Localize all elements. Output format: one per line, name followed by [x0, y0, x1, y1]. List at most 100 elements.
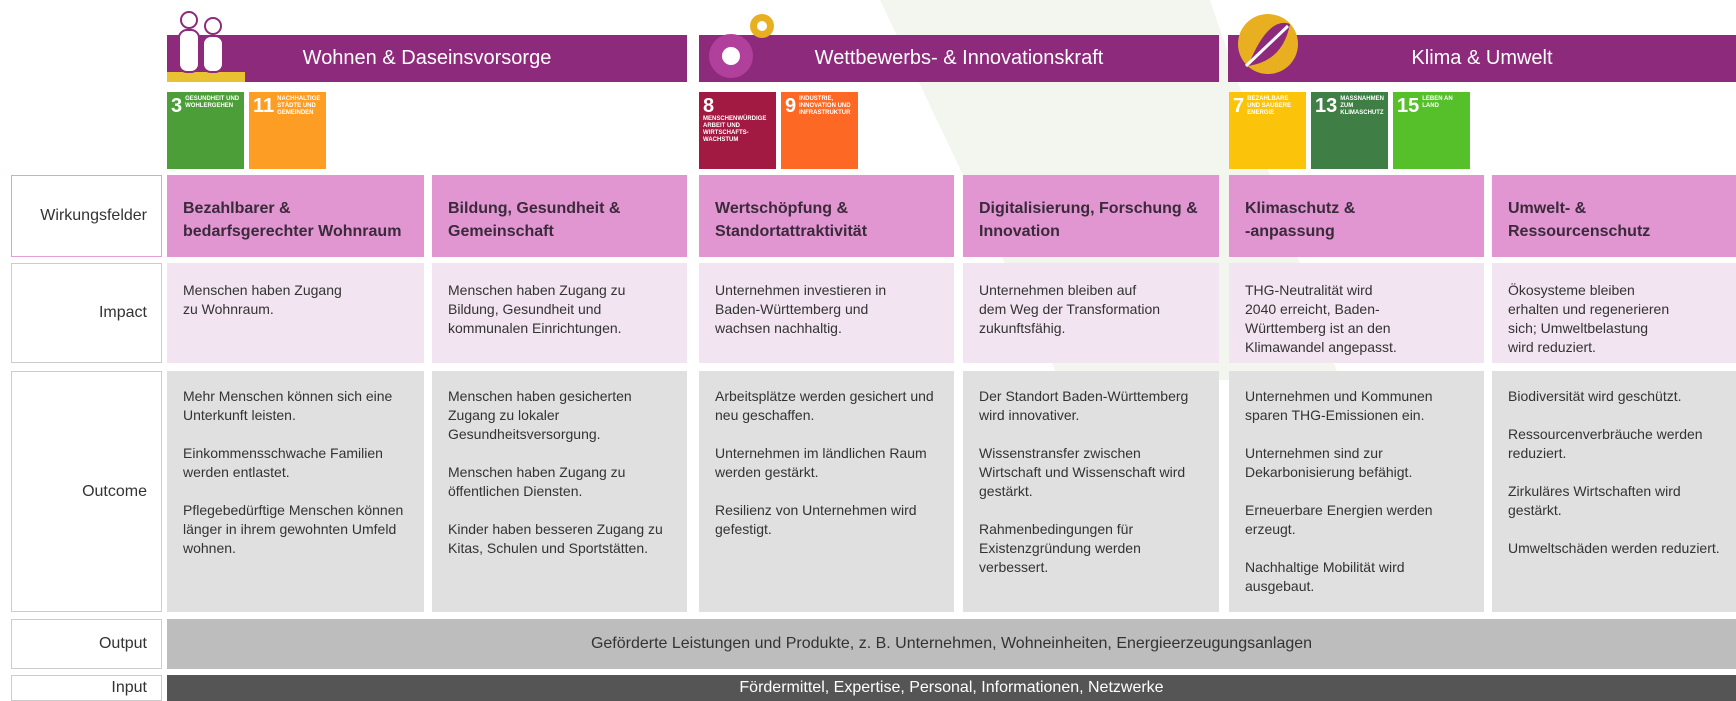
title-line: bedarfsgerechter Wohnraum — [183, 223, 402, 240]
sdg-number: 11 — [253, 95, 275, 117]
sdg-label: BEZAHLBARE UND SAUBERE ENERGIE — [1247, 96, 1292, 116]
outcome-cell: Arbeitsplätze werden gesichert und neu g… — [699, 371, 954, 612]
impact-line: erhalten und regenerieren — [1508, 301, 1670, 317]
row-label: Wirkungsfelder — [11, 175, 162, 257]
impact-line: Klimawandel angepasst. — [1245, 339, 1397, 355]
impact-line: 2040 erreicht, Baden- — [1245, 301, 1380, 317]
sdg-tile: 3 GESUNDHEIT UND WOHLERGEHEN — [167, 92, 244, 169]
impact-cell: THG-Neutralität wird 2040 erreicht, Baden… — [1229, 263, 1484, 363]
impact-line: zu Wohnraum. — [183, 301, 274, 317]
outcome-text: Menschen haben Zugang zu öffentlichen Di… — [448, 464, 626, 499]
outcome-cell: Biodiversität wird geschützt. Ressourcenv… — [1492, 371, 1736, 612]
outcome-text: Zirkuläres Wirtschaften wird gestärkt. — [1508, 483, 1681, 518]
impact-line: Unternehmen investieren in — [715, 282, 887, 298]
sdg-tile: 8 MENSCHENWÜRDIGE ARBEIT UND WIRTSCHAFTS-… — [699, 92, 776, 169]
field-title: Wertschöpfung & Standortattraktivität — [699, 175, 954, 257]
row-label: Outcome — [11, 371, 162, 612]
field-title: Umwelt- & Ressourcenschutz — [1492, 175, 1736, 257]
title-line: Ressourcenschutz — [1508, 223, 1651, 240]
input-bar: Fördermittel, Expertise, Personal, Infor… — [167, 675, 1736, 701]
outcome-text: Unternehmen und Kommunen sparen THG-Emis… — [1245, 388, 1433, 423]
sdg-tile: 13 MASSNAHMEN ZUM KLIMASCHUTZ — [1311, 92, 1388, 169]
title-line: Digitalisierung, Forschung & — [979, 200, 1198, 217]
group-icon — [709, 14, 774, 78]
sdg-label: LEBEN AN LAND — [1422, 96, 1453, 109]
group-header: Wettbewerbs- & Innovationskraft — [699, 35, 1219, 82]
impact-line: Menschen haben Zugang — [183, 282, 342, 298]
outcome-text: Ressourcenverbräuche werden reduziert. — [1508, 426, 1703, 461]
sdg-tile: 11 NACHHALTIGE STÄDTE UND GEMEINDEN — [249, 92, 326, 169]
sdg-number: 15 — [1397, 95, 1420, 117]
field-title: Bezahlbarer & bedarfsgerechter Wohnraum — [167, 175, 424, 257]
title-line: Gemeinschaft — [448, 223, 554, 240]
outcome-cell: Unternehmen und Kommunen sparen THG-Emis… — [1229, 371, 1484, 612]
impact-cell: Menschen haben Zugang zu Bildung, Gesundh… — [432, 263, 687, 363]
title-line: -anpassung — [1245, 223, 1335, 240]
outcome-text: Menschen haben gesicherten Zugang zu lok… — [448, 388, 632, 442]
sdg-label: MENSCHENWÜRDIGE ARBEIT UND WIRTSCHAFTS-W… — [703, 116, 767, 143]
sdg-label: MASSNAHMEN ZUM KLIMASCHUTZ — [1340, 96, 1384, 116]
outcome-text: Mehr Menschen können sich eine Unterkunf… — [183, 388, 393, 423]
impact-line: zukunftsfähig. — [979, 320, 1066, 336]
outcome-text: Nachhaltige Mobilität wird ausgebaut. — [1245, 559, 1405, 594]
impact-cell: Unternehmen investieren in Baden-Württemb… — [699, 263, 954, 363]
outcome-text: Einkommensschwache Familien werden entla… — [183, 445, 383, 480]
impact-line: Württemberg ist an den — [1245, 320, 1391, 336]
sdg-number: 7 — [1233, 95, 1245, 117]
output-bar: Geförderte Leistungen und Produkte, z. B… — [167, 619, 1736, 669]
impact-cell: Menschen haben Zugang zu Wohnraum. — [167, 263, 424, 363]
sdg-number: 9 — [785, 95, 797, 117]
outcome-cell: Mehr Menschen können sich eine Unterkunf… — [167, 371, 424, 612]
sdg-number: 13 — [1315, 95, 1338, 117]
title-line: Standortattraktivität — [715, 223, 868, 240]
sdg-tile: 7 BEZAHLBARE UND SAUBERE ENERGIE — [1229, 92, 1306, 169]
group-header: Klima & Umwelt — [1228, 35, 1736, 82]
impact-line: Menschen haben Zugang zu — [448, 282, 626, 298]
outcome-text: Unternehmen sind zur Dekarbonisierung be… — [1245, 445, 1413, 480]
sdg-number: 8 — [703, 95, 715, 117]
group-header: Wohnen & Daseinsvorsorge — [167, 35, 687, 82]
impact-line: wird reduziert. — [1508, 339, 1596, 355]
row-label: Impact — [11, 263, 162, 363]
field-title: Bildung, Gesundheit & Gemeinschaft — [432, 175, 687, 257]
impact-cell: Unternehmen bleiben auf dem Weg der Trans… — [963, 263, 1219, 363]
impact-line: kommunalen Einrichtungen. — [448, 320, 622, 336]
sdg-tile: 15 LEBEN AN LAND — [1393, 92, 1470, 169]
title-line: Bildung, Gesundheit & — [448, 200, 621, 217]
impact-line: Unternehmen bleiben auf — [979, 282, 1137, 298]
outcome-cell: Der Standort Baden-Württemberg wird inno… — [963, 371, 1219, 612]
outcome-text: Kinder haben besseren Zugang zu Kitas, S… — [448, 521, 663, 556]
impact-line: dem Weg der Transformation — [979, 301, 1161, 317]
group-icon — [167, 11, 245, 82]
impact-line: Baden-Württemberg und — [715, 301, 869, 317]
outcome-text: Resilienz von Unternehmen wird gefestigt… — [715, 502, 917, 537]
sdg-label: GESUNDHEIT UND WOHLERGEHEN — [185, 96, 240, 109]
title-line: Wertschöpfung & — [715, 200, 849, 217]
title-line: Bezahlbarer & — [183, 200, 291, 217]
group-icon — [1238, 14, 1298, 74]
impact-line: Ökosysteme bleiben — [1508, 282, 1635, 298]
row-label: Output — [11, 619, 162, 669]
outcome-text: Pflegebedürftige Menschen können länger … — [183, 502, 404, 556]
outcome-text: Erneuerbare Energien werden erzeugt. — [1245, 502, 1433, 537]
impact-line: THG-Neutralität wird — [1245, 282, 1373, 298]
sdg-label: NACHHALTIGE STÄDTE UND GEMEINDEN — [277, 96, 321, 116]
field-title: Digitalisierung, Forschung & Innovation — [963, 175, 1219, 257]
outcome-text: Unternehmen im ländlichen Raum werden ge… — [715, 445, 927, 480]
sdg-tile: 9 INDUSTRIE, INNOVATION UND INFRASTRUKTUR — [781, 92, 858, 169]
outcome-text: Umweltschäden werden reduziert. — [1508, 540, 1720, 556]
outcome-text: Arbeitsplätze werden gesichert und neu g… — [715, 388, 934, 423]
impact-line: sich; Umweltbelastung — [1508, 320, 1649, 336]
title-line: Umwelt- & — [1508, 200, 1587, 217]
sdg-label: INDUSTRIE, INNOVATION UND INFRASTRUKTUR — [799, 96, 851, 116]
outcome-text: Der Standort Baden-Württemberg wird inno… — [979, 388, 1189, 423]
row-label: Input — [11, 675, 162, 701]
title-line: Innovation — [979, 223, 1060, 240]
outcome-text: Rahmenbedingungen für Existenzgründung w… — [979, 521, 1141, 575]
outcome-text: Biodiversität wird geschützt. — [1508, 388, 1682, 404]
outcome-cell: Menschen haben gesicherten Zugang zu lok… — [432, 371, 687, 612]
impact-line: wachsen nachhaltig. — [715, 320, 842, 336]
title-line: Klimaschutz & — [1245, 200, 1356, 217]
impact-line: Bildung, Gesundheit und — [448, 301, 602, 317]
